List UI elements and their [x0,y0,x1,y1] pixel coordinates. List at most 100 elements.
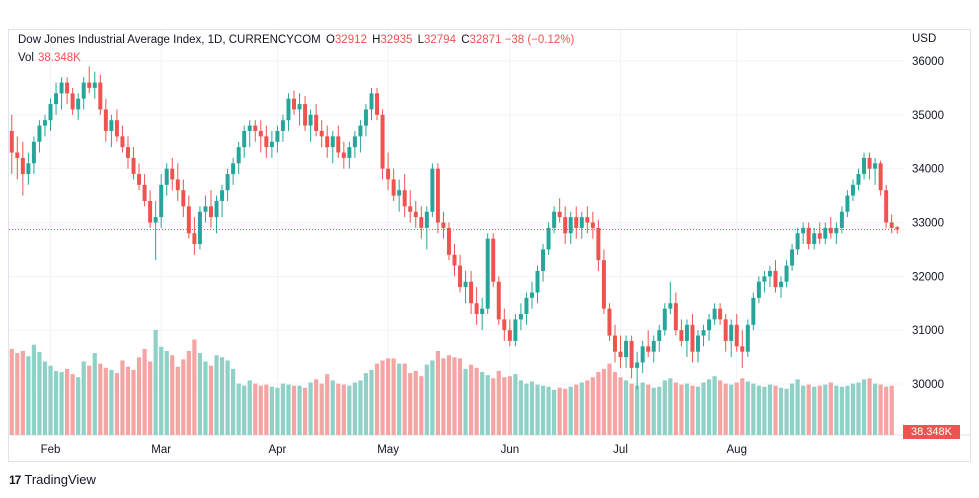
volume-bar [325,374,330,435]
volume-bar [9,348,14,435]
candle-body [148,200,153,223]
volume-bar [136,357,142,435]
volume-bar [374,363,380,435]
volume-bar [397,363,402,435]
candle-body [618,351,623,358]
currency-label[interactable]: USD [912,33,937,45]
candle-body [496,281,501,320]
volume-bar [446,355,452,435]
candle-body [336,136,341,153]
candle-body [823,227,828,239]
y-tick-label: 32000 [912,271,944,283]
volume-bar [413,370,418,435]
volume-bar [170,355,175,435]
volume-bar [884,386,889,435]
volume-bar [153,330,158,435]
candle-body [142,184,147,201]
volume-bar [485,375,490,435]
candle-body [225,174,230,191]
volume-bar [850,383,856,435]
symbol-title[interactable]: Dow Jones Industrial Average Index, 1D, … [18,34,321,46]
volume-bar [845,385,850,435]
volume-bar [662,380,667,435]
volume-bar [408,373,413,435]
x-tick-label: Feb [41,444,61,456]
candle-body [895,227,900,230]
candle-body [502,319,507,331]
volume-bar [286,384,291,435]
volume-bar [468,364,474,435]
volume-bar [269,386,274,435]
low-value: 32794 [424,34,456,46]
candle-body [397,190,402,196]
candle-body [524,297,529,315]
candle-body [684,324,689,341]
volume-bar [76,377,81,435]
volume-bar [302,387,308,435]
candle-body [889,222,894,228]
volume-bar [518,380,524,435]
chart-frame [8,29,971,462]
volume-bar [574,384,579,435]
candle-body [601,260,606,309]
volume-bar [623,380,629,435]
candle-body [762,276,767,282]
volume-bar [341,384,346,435]
volume-bar [219,357,225,435]
tradingview-brand[interactable]: 17 TradingView [9,472,96,487]
candle-body [873,163,878,169]
volume-bar [673,382,678,435]
candle-body [175,179,180,191]
candle-body [435,168,440,223]
y-tick-label: 31000 [912,325,944,337]
volume-bar [391,358,396,435]
candle-body [92,82,97,88]
volume-bar [419,376,424,435]
volume-bar [502,377,507,435]
volume-bar [734,382,739,435]
candle-body [247,125,252,131]
candle-body [563,217,568,234]
candle-body [795,233,800,250]
volume-bar [109,369,114,435]
candle-body [756,281,761,298]
volume-bar [706,379,712,435]
volume-bar [236,383,241,435]
volume-bar [225,360,230,435]
volume-bar [867,378,872,435]
candle-body [330,136,335,148]
candle-body [646,346,651,352]
volume-bar [347,385,352,435]
volume-bar [15,353,20,435]
candle-body [231,163,236,175]
volume-bar [740,378,745,435]
volume-bar [37,352,42,435]
candle-body [358,125,363,137]
volume-bar [430,360,435,435]
candle-body [612,335,617,352]
candle-body [197,211,202,245]
candle-body [70,93,75,110]
volume-bar [441,358,446,435]
open-label: O [325,34,335,46]
candle-body [557,211,562,218]
volume-bar [695,386,701,435]
chart-legend: Dow Jones Industrial Average Index, 1D, … [18,34,574,46]
candle-body [214,200,219,218]
candle-body [209,206,213,218]
candle-body [828,227,833,234]
candle-body [203,206,208,212]
candle-body [408,206,413,212]
volume-bar [452,357,457,435]
volume-bar [208,365,214,435]
volume-bar [231,368,236,435]
volume-bar [872,383,878,435]
candle-body [839,211,844,228]
candle-body [253,125,258,131]
candle-body [131,157,136,175]
candle-body [125,147,130,158]
volume-bar [308,382,313,435]
candle-body [657,330,662,341]
volume-bar [745,381,750,435]
